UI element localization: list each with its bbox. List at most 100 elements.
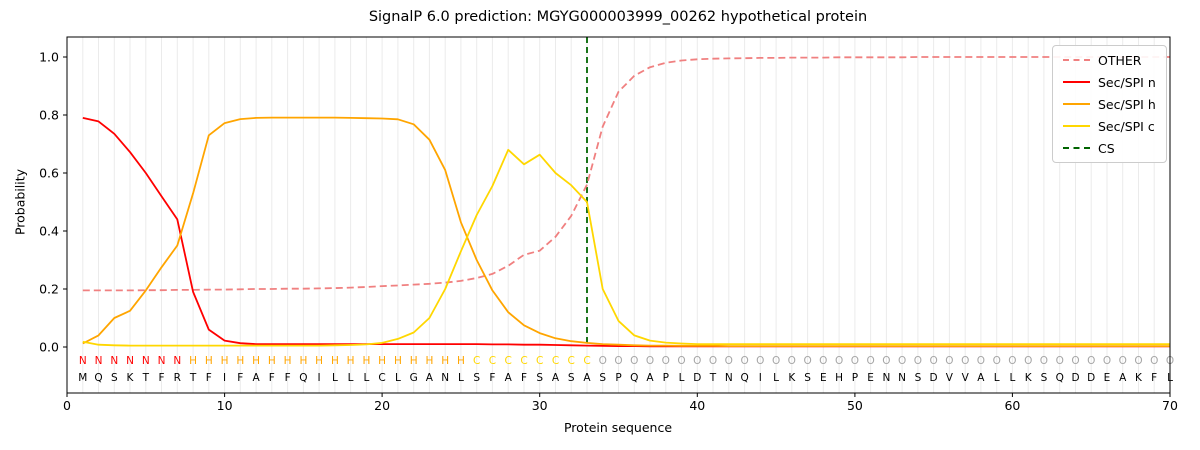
legend-line-sample (1063, 81, 1090, 83)
legend-label: OTHER (1098, 52, 1142, 68)
region-letter: H (221, 355, 229, 367)
legend-item-sec-spi-c: Sec/SPI c (1063, 118, 1156, 134)
region-letter: N (173, 355, 181, 367)
region-letter: O (630, 355, 638, 367)
region-letter: H (378, 355, 386, 367)
region-letter: O (772, 355, 780, 367)
region-letter: O (898, 355, 906, 367)
legend-item-other: OTHER (1063, 52, 1156, 68)
residue-letter: D (930, 372, 938, 384)
residue-letter: A (1119, 372, 1127, 384)
y-tick-label: 0.2 (39, 282, 59, 297)
region-letter: H (441, 355, 449, 367)
legend-label: Sec/SPI h (1098, 96, 1156, 112)
residue-letter: L (994, 372, 1000, 384)
region-letter: H (284, 355, 292, 367)
residue-letter: A (583, 372, 591, 384)
axes-border (66, 36, 1171, 394)
region-letter: C (473, 355, 480, 367)
region-letter: O (803, 355, 811, 367)
legend-label: Sec/SPI c (1098, 118, 1155, 134)
residue-letter: L (458, 372, 464, 384)
residue-letter: Q (740, 372, 748, 384)
residue-letter: S (599, 372, 606, 384)
region-letter: O (977, 355, 985, 367)
y-tick-label: 0.0 (39, 340, 59, 355)
region-letter: O (993, 355, 1001, 367)
residue-letter: P (663, 372, 669, 384)
region-letter: O (835, 355, 843, 367)
residue-letter: Q (94, 372, 102, 384)
curve-other (82, 56, 1170, 292)
gridlines (82, 37, 1171, 393)
residue-letter: E (1104, 372, 1111, 384)
residue-letter: K (1025, 372, 1033, 384)
residue-letter: S (568, 372, 575, 384)
residue-letter: L (332, 372, 338, 384)
residue-letter: I (223, 372, 226, 384)
region-letter: C (583, 355, 590, 367)
legend-line-sample (1063, 125, 1090, 127)
residue-letter: N (898, 372, 906, 384)
x-tick-label: 60 (1004, 398, 1020, 413)
region-letter: H (394, 355, 402, 367)
region-letter: O (662, 355, 670, 367)
region-letter: O (961, 355, 969, 367)
x-tick-label: 50 (847, 398, 863, 413)
region-letter: H (362, 355, 370, 367)
region-letter: O (929, 355, 937, 367)
legend-item-cs: CS (1063, 140, 1156, 156)
residue-letter: N (725, 372, 733, 384)
region-letter: N (126, 355, 134, 367)
residue-letter: L (1009, 372, 1015, 384)
legend-label: CS (1098, 140, 1115, 156)
residue-letter: H (835, 372, 843, 384)
region-letter: H (331, 355, 339, 367)
region-letter: O (914, 355, 922, 367)
residue-letter: F (285, 372, 291, 384)
curve-sec-spi-n (82, 117, 1170, 348)
residue-letter: F (489, 372, 495, 384)
residue-letter: F (521, 372, 527, 384)
residue-letter: R (174, 372, 181, 384)
legend-label: Sec/SPI n (1098, 74, 1156, 90)
residue-letter: L (363, 372, 369, 384)
residue-letter: N (441, 372, 449, 384)
residue-letter: D (1087, 372, 1095, 384)
region-letter: O (819, 355, 827, 367)
region-letter: O (646, 355, 654, 367)
residue-letter: F (237, 372, 243, 384)
residue-letter: A (646, 372, 654, 384)
region-letter: O (756, 355, 764, 367)
residue-letter: S (473, 372, 480, 384)
legend-line-sample (1063, 103, 1090, 105)
residue-letter: F (1151, 372, 1157, 384)
residue-letter: T (709, 372, 717, 384)
residue-letter: M (78, 372, 87, 384)
x-axis-label: Protein sequence (563, 420, 673, 435)
residue-letter: S (804, 372, 811, 384)
residue-letter: Q (1056, 372, 1064, 384)
y-tick-label: 0.4 (39, 224, 59, 239)
x-tick-label: 20 (374, 398, 390, 413)
legend-item-sec-spi-h: Sec/SPI h (1063, 96, 1156, 112)
region-letter: O (614, 355, 622, 367)
region-letter: O (1024, 355, 1032, 367)
region-letter: O (709, 355, 717, 367)
residue-letter: G (410, 372, 418, 384)
region-letter: H (425, 355, 433, 367)
region-letter: O (1134, 355, 1142, 367)
residue-letter: L (395, 372, 401, 384)
region-letter: O (1119, 355, 1127, 367)
region-letter: C (536, 355, 543, 367)
region-letter: O (1040, 355, 1048, 367)
region-letter: O (866, 355, 874, 367)
region-letter: O (1150, 355, 1158, 367)
residue-letter: T (142, 372, 150, 384)
region-letter: N (158, 355, 166, 367)
residue-letter: N (882, 372, 890, 384)
x-tick-label: 40 (689, 398, 705, 413)
residue-letter: F (158, 372, 164, 384)
